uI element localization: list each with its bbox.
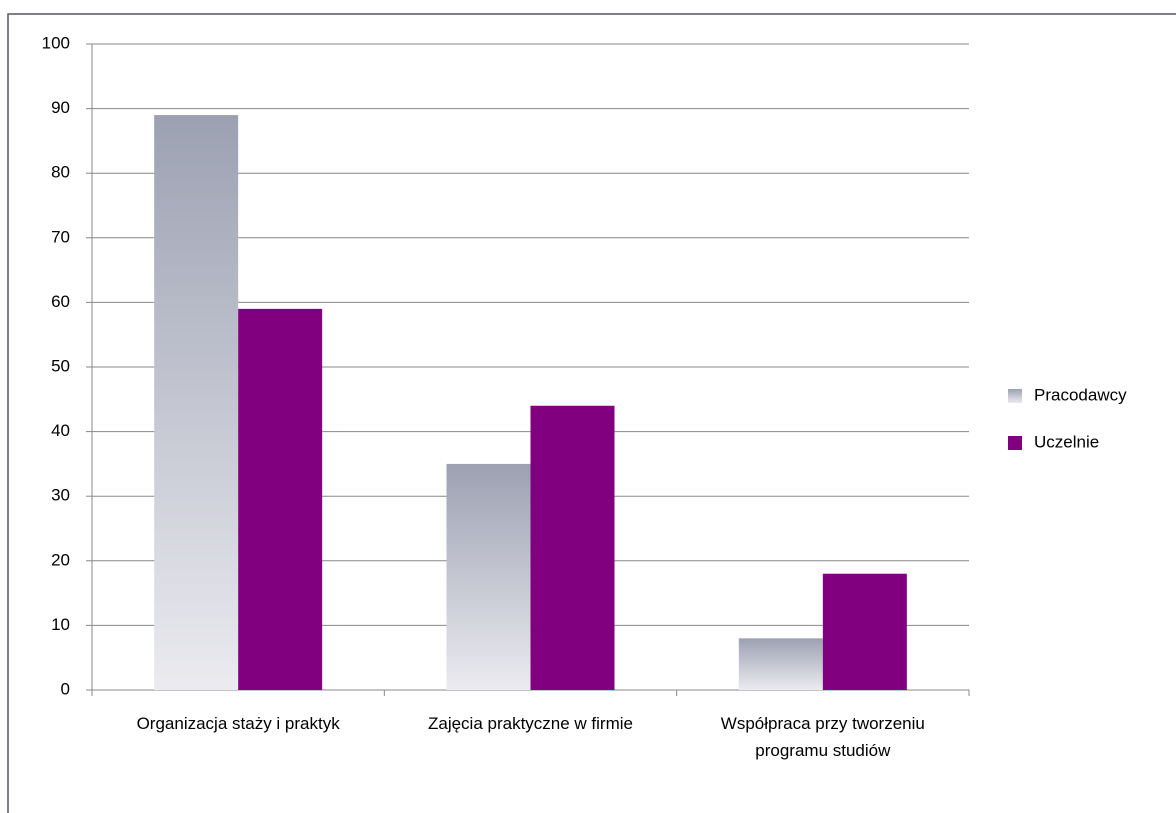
- y-tick-label: 80: [51, 163, 70, 182]
- y-tick-label: 90: [51, 98, 70, 117]
- y-tick-label: 100: [42, 33, 70, 52]
- y-tick-label: 70: [51, 227, 70, 246]
- legend-swatch: [1008, 389, 1022, 403]
- y-tick-label: 30: [51, 486, 70, 505]
- y-tick-label: 20: [51, 550, 70, 569]
- x-tick-label: Współpraca przy tworzeniu programu studi…: [720, 714, 925, 760]
- chart-border: [7, 13, 1176, 813]
- y-tick-label: 60: [51, 292, 70, 311]
- legend-label: Uczelnie: [1034, 432, 1099, 451]
- bar: [446, 463, 531, 690]
- y-tick-label: 10: [51, 615, 70, 634]
- bar: [238, 308, 323, 690]
- bar: [822, 573, 907, 690]
- legend-label: Pracodawcy: [1034, 385, 1127, 404]
- y-tick-label: 0: [61, 679, 70, 698]
- bar: [530, 405, 615, 690]
- x-tick-label: Organizacja staży i praktyk: [136, 714, 340, 733]
- y-tick-label: 50: [51, 356, 70, 375]
- y-tick-label: 40: [51, 421, 70, 440]
- legend-swatch: [1008, 436, 1022, 450]
- bar: [154, 115, 239, 690]
- x-tick-label: Zajęcia praktyczne w firmie: [427, 714, 633, 733]
- bar: [738, 638, 823, 690]
